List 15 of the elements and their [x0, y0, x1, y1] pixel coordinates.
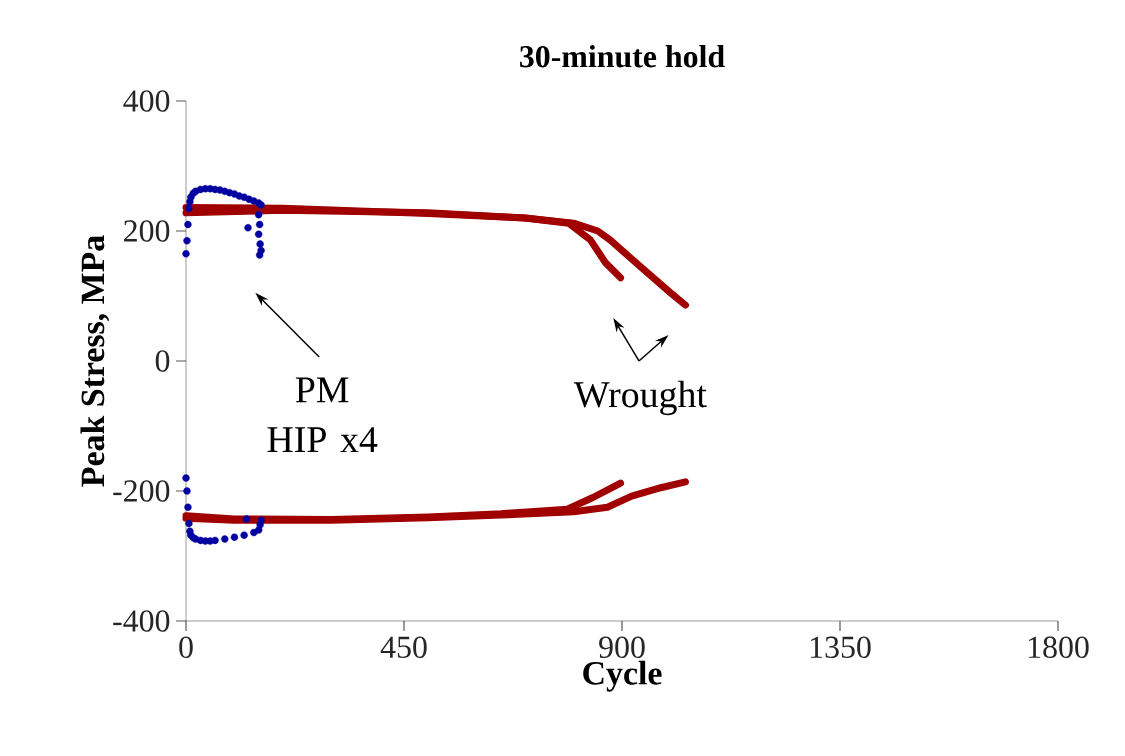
y-tick-label: -200 — [113, 480, 170, 502]
x-tick-label: 1350 — [810, 636, 871, 659]
annotation: Wrought — [573, 380, 707, 416]
x-tick-label: 0 — [179, 636, 193, 659]
y-tick-label: 0 — [155, 350, 170, 372]
x-tick-label: 900 — [599, 636, 645, 659]
x-tick-label: 450 — [380, 636, 427, 659]
y-axis-title: Peak Stress, MPa — [80, 235, 110, 487]
annotation: PM HIP x4 — [267, 377, 378, 453]
x-axis-title: Cycle — [583, 660, 662, 692]
y-tick-label: 200 — [124, 220, 170, 242]
x-tick-label: 1800 — [1028, 636, 1089, 659]
chart-title: 30-minute hold — [520, 44, 725, 68]
y-tick-label: 400 — [123, 90, 170, 112]
y-tick-label: -400 — [113, 610, 170, 632]
